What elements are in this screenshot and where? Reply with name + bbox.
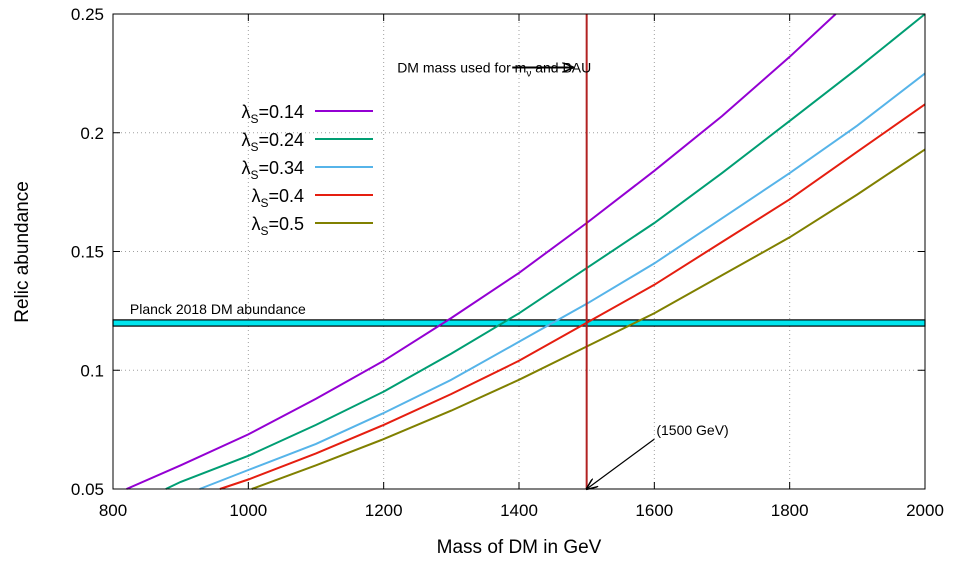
plot-frame: [112, 13, 926, 490]
planck-band: [112, 319, 926, 327]
y-tick-label: 0.25: [71, 5, 104, 24]
x-tick-label: 2000: [906, 501, 944, 520]
legend-label-value: =0.4: [268, 186, 304, 206]
legend-label-1: λS=0.24: [241, 130, 304, 154]
legend-item-3: λS=0.4: [251, 186, 373, 210]
annotation-arrow: [587, 438, 655, 489]
series-line-1: [165, 13, 926, 490]
x-tick-label: 1200: [365, 501, 403, 520]
legend-label-4: λS=0.5: [251, 214, 304, 238]
legend-label-value: =0.34: [258, 158, 304, 178]
y-axis-label: Relic abundance: [12, 181, 33, 323]
x-tick-label: 1800: [771, 501, 809, 520]
legend-item-1: λS=0.24: [241, 130, 373, 154]
legend-label-base: λ: [251, 186, 260, 206]
legend-label-base: λ: [241, 158, 250, 178]
series-line-3: [219, 103, 926, 490]
annotation-dm-mass: DM mass used for mν and BAU: [397, 59, 591, 79]
legend-item-4: λS=0.5: [251, 214, 373, 238]
legend-label-3: λS=0.4: [251, 186, 304, 210]
planck-band-label: Planck 2018 DM abundance: [130, 301, 306, 317]
legend-label-value: =0.5: [268, 214, 304, 234]
x-tick-label: 1400: [500, 501, 538, 520]
y-tick-label: 0.2: [80, 124, 104, 143]
legend-label-base: λ: [241, 130, 250, 150]
annotations: DM mass used for mν and BAU (1500 GeV): [397, 59, 729, 489]
annotation-text-before: DM mass used for m: [397, 59, 526, 75]
legend-label-sub: S: [250, 140, 258, 154]
y-tick-label: 0.05: [71, 480, 104, 499]
legend-label-base: λ: [251, 214, 260, 234]
legend-label-sub: S: [260, 196, 268, 210]
y-tick-label: 0.15: [71, 243, 104, 262]
annotation-text: (1500 GeV): [656, 422, 728, 438]
legend-label-0: λS=0.14: [241, 102, 304, 126]
series-line-0: [126, 13, 837, 490]
legend-item-0: λS=0.14: [241, 102, 373, 126]
legend-label-sub: S: [250, 112, 258, 126]
x-tick-label: 1600: [635, 501, 673, 520]
legend-label-value: =0.24: [258, 130, 304, 150]
legend-label-2: λS=0.34: [241, 158, 304, 182]
axes: 800 1000 1200 1400 1600 1800 2000 0.05 0.1 0.15 0.…: [71, 5, 944, 520]
legend-label-sub: S: [250, 168, 258, 182]
legend-item-2: λS=0.34: [241, 158, 373, 182]
annotation-text: DM mass used for mν and BAU: [397, 59, 591, 79]
series-line-2: [199, 72, 926, 490]
x-tick-label: 800: [99, 501, 127, 520]
y-tick-label: 0.1: [80, 361, 104, 380]
x-axis-label: Mass of DM in GeV: [437, 537, 602, 558]
annotation-text-sub: ν: [526, 68, 531, 79]
grid: [113, 14, 925, 489]
x-tick-label: 1000: [229, 501, 267, 520]
legend-label-value: =0.14: [258, 102, 304, 122]
legend-label-sub: S: [260, 224, 268, 238]
legend-label-base: λ: [241, 102, 250, 122]
annotation-mass-1500: (1500 GeV): [587, 422, 729, 489]
